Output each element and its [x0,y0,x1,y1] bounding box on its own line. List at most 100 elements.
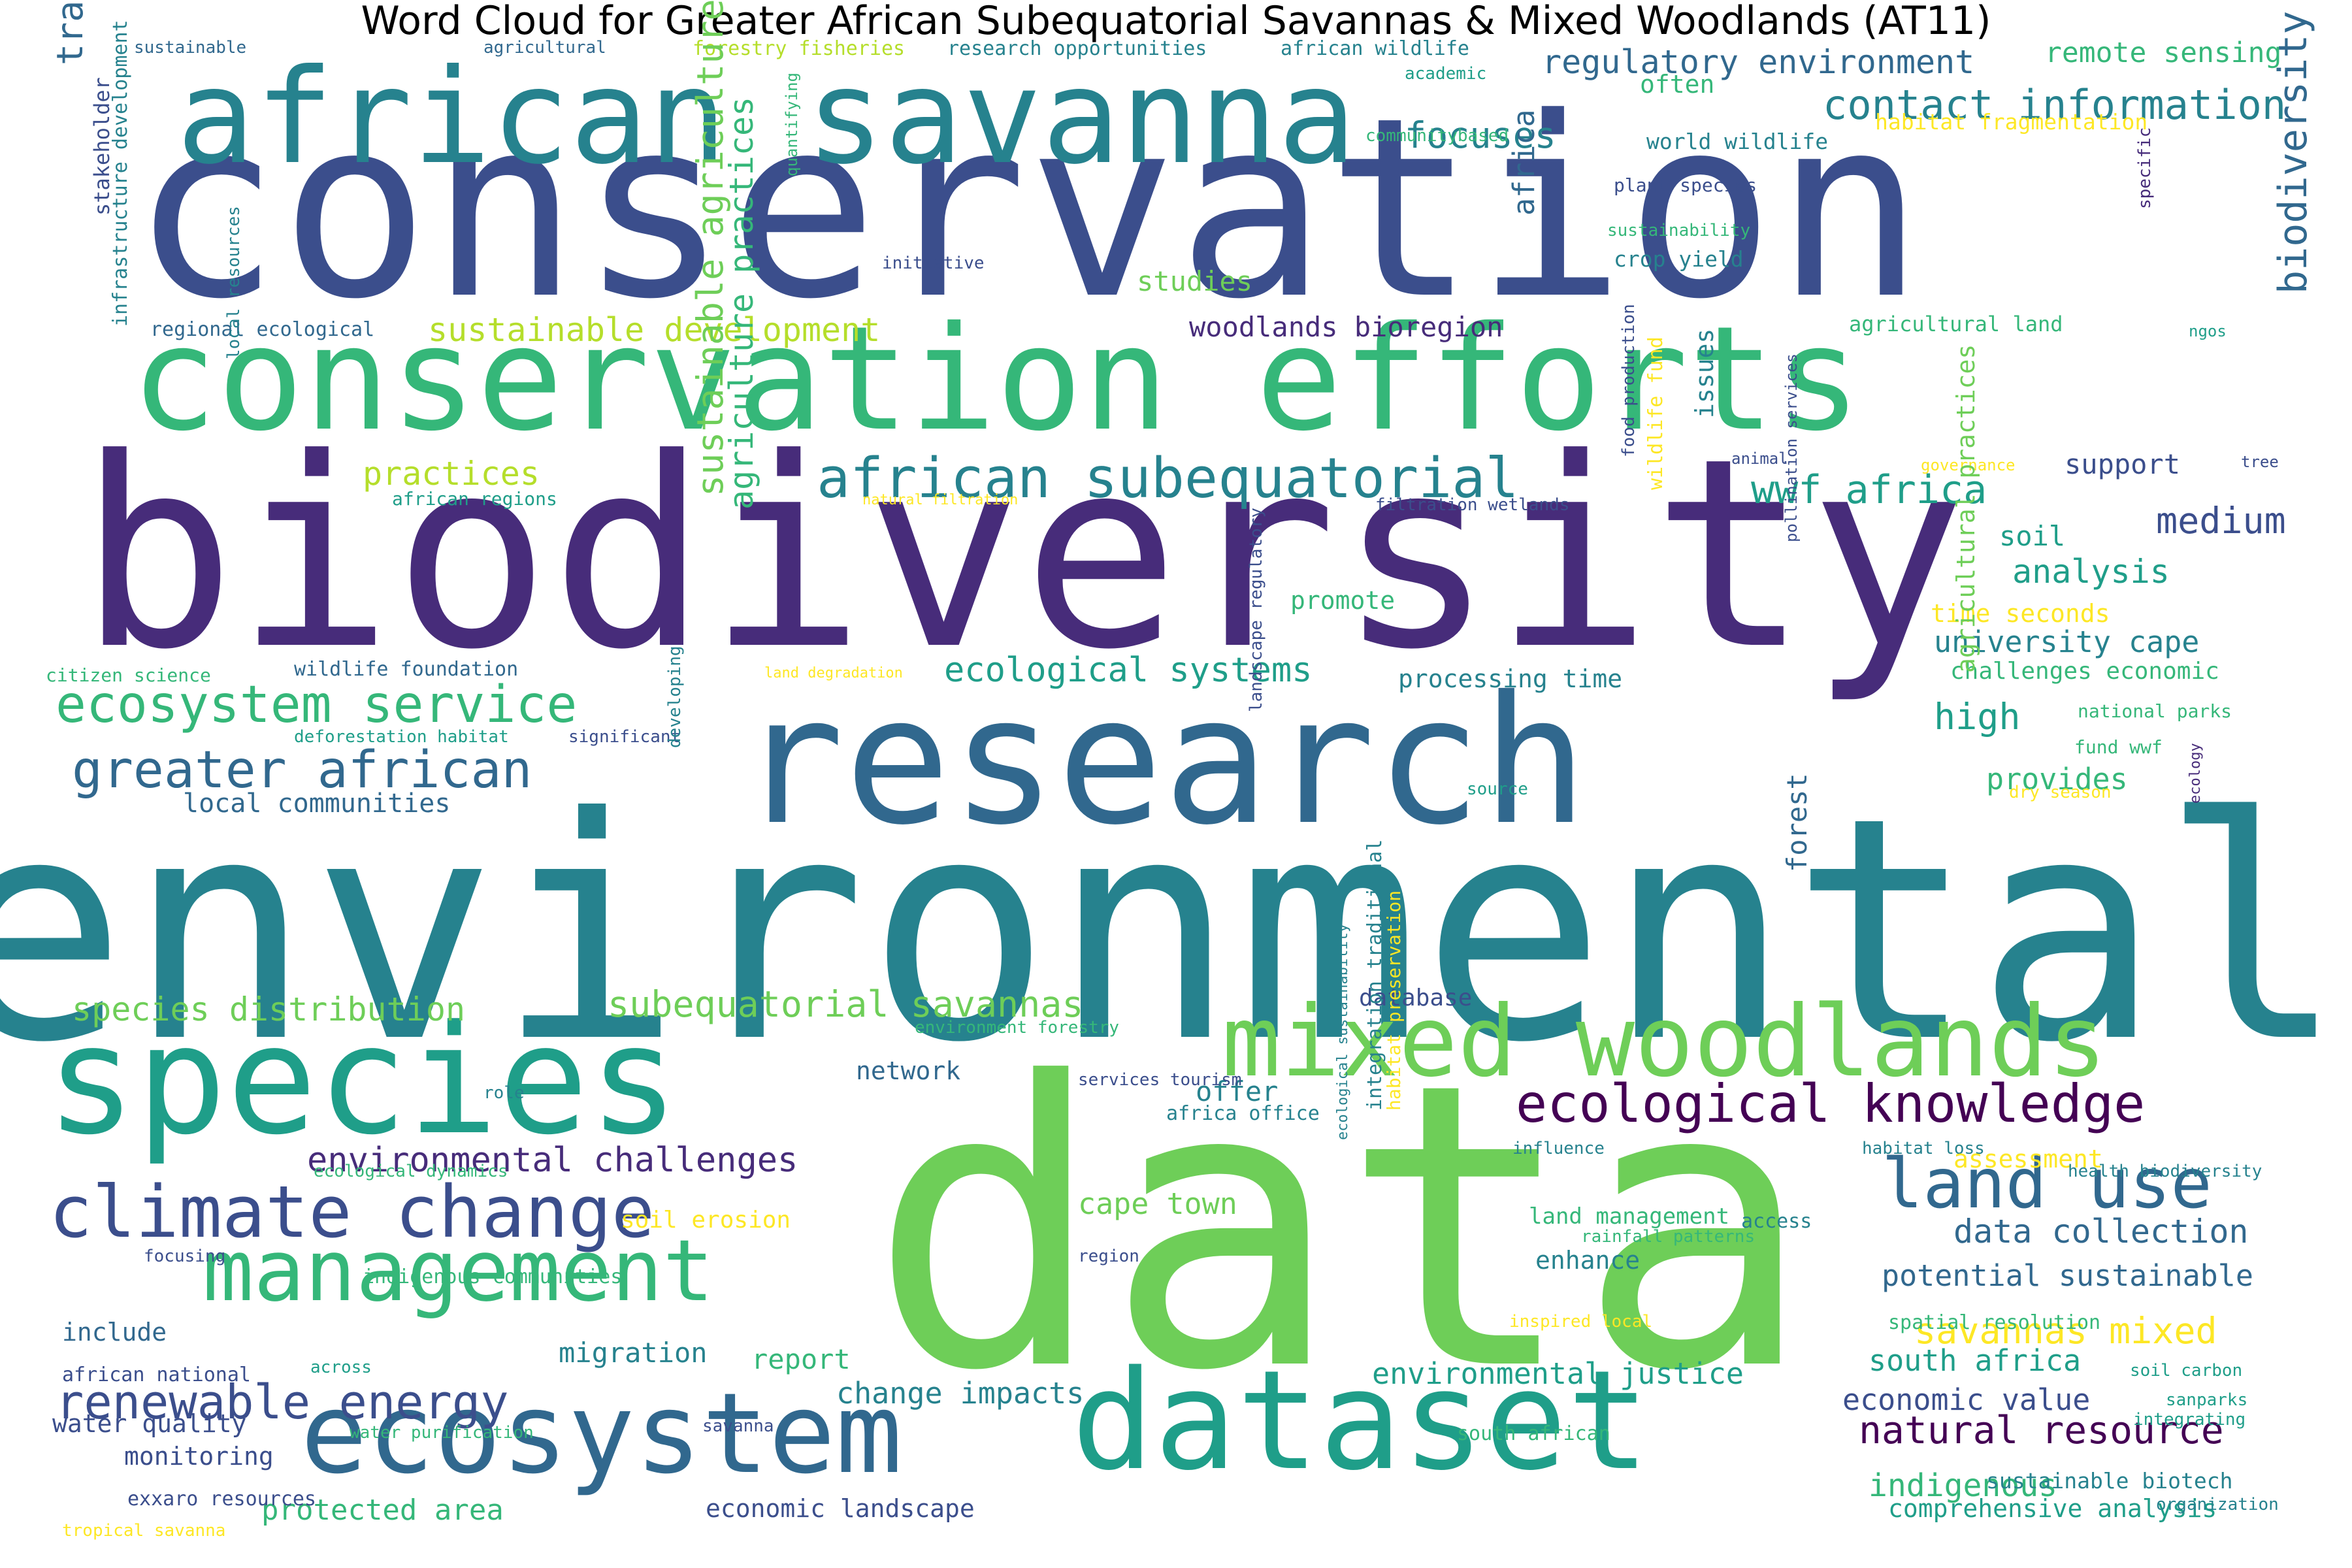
cloud-word: wildlife fund [1644,336,1667,490]
cloud-word: comprehensive analysis [1888,1494,2217,1523]
cloud-word: contact information [1823,81,2287,129]
cloud-word: environment forestry [915,1018,1120,1037]
chart-title: Word Cloud for Greater African Subequato… [361,0,1991,44]
cloud-word: inspired local [1509,1312,1653,1331]
cloud-word: environmental justice [1372,1356,1744,1391]
cloud-word: data collection [1953,1213,2249,1250]
cloud-word: deforestation habitat [294,727,509,747]
cloud-word: enhance [1535,1246,1641,1275]
cloud-word: protected area [261,1494,504,1527]
cloud-word: exxaro resources [127,1488,316,1511]
cloud-word: ecological dynamics [314,1162,508,1181]
cloud-word: potential sustainable [1882,1258,2253,1293]
cloud-word: sustainability [1607,221,1751,240]
cloud-word: habitat loss [1862,1139,1985,1158]
cloud-word: organization [2156,1495,2279,1514]
cloud-word: initiative [882,253,985,273]
cloud-word: soil [1999,520,2066,552]
cloud-word: crop yield [1614,246,1744,272]
cloud-word: world wildlife [1646,129,1829,154]
cloud-word: food production [1619,304,1639,457]
cloud-word: pollination services [1782,353,1801,542]
cloud-word: south africa [1869,1343,2082,1378]
cloud-word: agricultural land [1849,312,2063,336]
cloud-word: offer [1196,1075,1279,1107]
cloud-word: wildlife foundation [294,658,519,681]
cloud-word: often [1640,70,1715,99]
cloud-word: habitat preservation [1383,890,1405,1111]
cloud-word: african wildlife [1281,37,1469,60]
cloud-word: ecological knowledge [1516,1073,2146,1134]
cloud-word: developing [665,645,685,748]
cloud-word: local communities [183,789,451,819]
cloud-word: species [46,994,679,1168]
cloud-word: local resources [224,206,244,359]
cloud-word: traditional ecological [49,0,91,65]
cloud-word: network [856,1056,961,1085]
cloud-word: regional ecological [150,318,375,341]
cloud-word: time seconds [1931,599,2110,628]
cloud-word: indigenous communities [363,1266,623,1288]
cloud-word: sustainable biotech [1986,1468,2233,1494]
cloud-word: rainfall patterns [1581,1227,1756,1247]
cloud-word: analysis [2012,553,2170,591]
cloud-word: conservation [131,64,1925,353]
cloud-word: report [751,1343,851,1375]
cloud-word: issues [1690,328,1719,418]
cloud-word: africa office [1166,1102,1320,1125]
cloud-word: african savanna [176,41,1357,193]
cloud-word: focuses [1405,114,1556,156]
cloud-word: ecology [2187,743,2204,804]
cloud-word: land degradation [764,665,903,681]
cloud-word: economic landscape [706,1494,975,1523]
cloud-word: indigenous [1869,1467,2057,1504]
cloud-word: habitat fragmentation [1875,109,2148,135]
cloud-word: climate change [49,1170,655,1254]
cloud-word: spatial resolution [1888,1311,2101,1334]
cloud-word: soil carbon [2130,1361,2243,1380]
cloud-word: university cape [1934,625,2200,659]
cloud-word: communitybased [1365,126,1509,146]
cloud-word: conservation efforts [131,295,1862,463]
cloud-word: fund wwf [2074,736,2163,758]
cloud-word: species distribution [72,990,466,1028]
cloud-word: landscape regulatory [1247,507,1266,712]
cloud-word: include [62,1318,167,1347]
cloud-word: specific [2135,127,2155,209]
cloud-word: animal [1731,449,1788,468]
cloud-word: dry season [2009,783,2112,802]
cloud-word: role [483,1083,525,1103]
cloud-word: natural resource [1859,1408,2224,1452]
cloud-word: source [1467,779,1528,799]
cloud-word: significant [568,727,681,747]
cloud-word: agriculture practices [723,96,760,510]
cloud-word: ecological sustainability [1335,923,1351,1140]
cloud-word: across [310,1358,372,1377]
cloud-word: tropical savanna [62,1521,226,1541]
cloud-word: region [1078,1247,1139,1266]
cloud-word: research opportunities [947,37,1207,60]
cloud-word: quantifying [783,73,801,176]
cloud-word: water purification [350,1423,534,1443]
cloud-word: high [1934,696,2021,738]
cloud-word: management [203,1221,714,1320]
cloud-word: assessment [1953,1145,2103,1173]
cloud-word: remote sensing [2045,37,2282,69]
cloud-word: citizen science [46,664,211,686]
cloud-word: cape town [1078,1186,1237,1221]
cloud-word: integrating [2133,1410,2246,1429]
cloud-word: promote [1290,586,1396,615]
cloud-word: mixed woodlands [1222,985,2107,1099]
cloud-word: filtration wetlands [1375,495,1570,515]
cloud-word: african regions [392,488,557,510]
cloud-word: land use [1882,1144,2212,1224]
cloud-word: research [738,658,1588,864]
cloud-word: sustainable [134,38,247,57]
cloud-word: medium [2156,500,2286,542]
cloud-word: processing time [1398,664,1623,693]
cloud-word: greater african [72,741,532,800]
cloud-word: infrastructure development [109,20,132,327]
cloud-word: tree [2241,453,2279,471]
cloud-word: ecosystem [301,1369,903,1499]
cloud-word: sustainable development [428,311,881,349]
